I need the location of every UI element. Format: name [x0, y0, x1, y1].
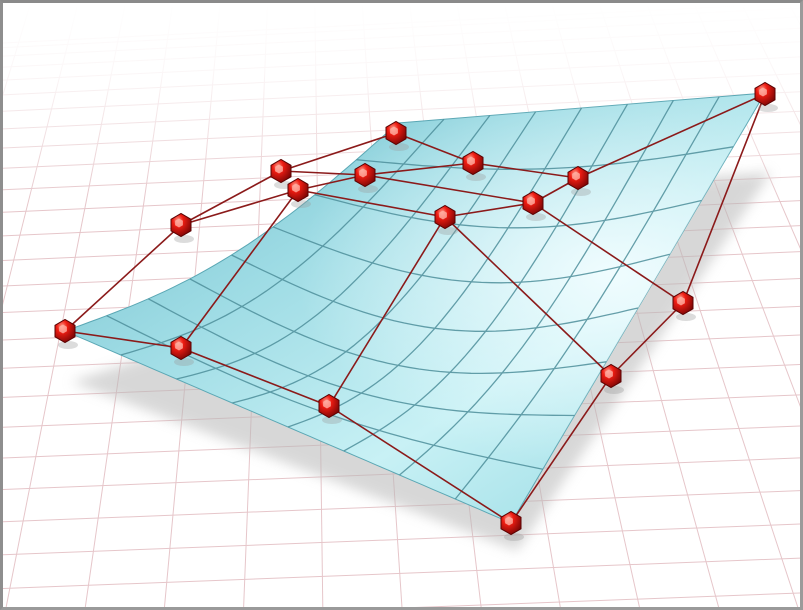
isoparm-v — [272, 226, 670, 284]
hull-edge — [297, 189, 446, 218]
hull-edge — [577, 93, 766, 179]
hull-edge — [64, 224, 182, 332]
control-point-glint — [677, 296, 685, 306]
control-point-shadow — [571, 188, 591, 196]
control-point-glint — [505, 516, 513, 526]
surface-highlight — [65, 93, 765, 523]
control-point-shadow — [58, 341, 78, 349]
control-point-glint — [175, 218, 183, 228]
hull-edge — [180, 170, 282, 226]
hull-edge — [364, 162, 474, 176]
control-point-glint — [390, 126, 398, 136]
control-point-shadow — [758, 104, 778, 112]
control-point-shadow — [438, 227, 458, 235]
hull-edge — [682, 93, 766, 304]
control-point[interactable] — [500, 510, 524, 542]
hull-edge — [532, 202, 684, 304]
control-point[interactable] — [462, 150, 486, 182]
control-point[interactable] — [434, 204, 458, 236]
control-point-shadow — [676, 313, 696, 321]
control-point-shadow — [174, 235, 194, 243]
hull-edge — [328, 216, 446, 407]
control-point-glint — [275, 164, 283, 174]
hull-edge — [610, 302, 684, 377]
hull-edge — [328, 405, 512, 524]
nurbs-surface-scene[interactable] — [3, 3, 800, 607]
control-point-glint — [527, 196, 535, 206]
control-point[interactable] — [354, 162, 378, 194]
control-point-shadow — [322, 416, 342, 424]
hull-edge — [280, 170, 366, 176]
isoparm-v — [356, 146, 734, 170]
control-point[interactable] — [170, 335, 194, 367]
control-point[interactable] — [318, 393, 342, 425]
control-point[interactable] — [567, 165, 591, 197]
control-point[interactable] — [287, 177, 311, 209]
isoparm-u — [399, 100, 674, 476]
hull-edge — [364, 174, 534, 204]
control-point[interactable] — [385, 120, 409, 152]
control-point-shadow — [358, 185, 378, 193]
hull-edge — [472, 162, 579, 179]
control-point-glint — [605, 369, 613, 379]
hull-edge — [280, 132, 397, 172]
control-point-glint — [175, 341, 183, 351]
control-points[interactable] — [54, 81, 778, 542]
control-point-shadow — [604, 386, 624, 394]
hull-edge — [444, 202, 534, 218]
isoparm-v — [231, 254, 639, 332]
control-point-glint — [359, 168, 367, 178]
control-point[interactable] — [522, 190, 546, 222]
control-point-glint — [439, 210, 447, 220]
isoparm-v — [314, 194, 702, 229]
control-point-glint — [323, 399, 331, 409]
control-point-glint — [59, 324, 67, 334]
control-point-shadow — [504, 533, 524, 541]
hull-edge — [510, 375, 612, 524]
hull-edge — [444, 216, 612, 377]
control-point-glint — [292, 183, 300, 193]
hull-edge — [395, 132, 474, 164]
hull-edge — [180, 189, 299, 226]
control-point-shadow — [174, 358, 194, 366]
control-point[interactable] — [754, 81, 778, 113]
control-point-glint — [572, 171, 580, 181]
isoparm-u — [454, 96, 720, 500]
hull-edge — [297, 174, 366, 191]
control-point[interactable] — [170, 212, 194, 244]
control-point-shadow — [291, 200, 311, 208]
control-point[interactable] — [672, 290, 696, 322]
hull-edge — [64, 330, 182, 349]
hull-edge — [180, 189, 299, 349]
control-point-glint — [759, 87, 767, 97]
control-point[interactable] — [600, 363, 624, 395]
control-point-shadow — [389, 143, 409, 151]
control-point-shadow — [466, 173, 486, 181]
control-point[interactable] — [54, 318, 78, 350]
control-point-glint — [467, 156, 475, 166]
control-point-shadow — [526, 213, 546, 221]
hull-edge — [180, 347, 330, 407]
